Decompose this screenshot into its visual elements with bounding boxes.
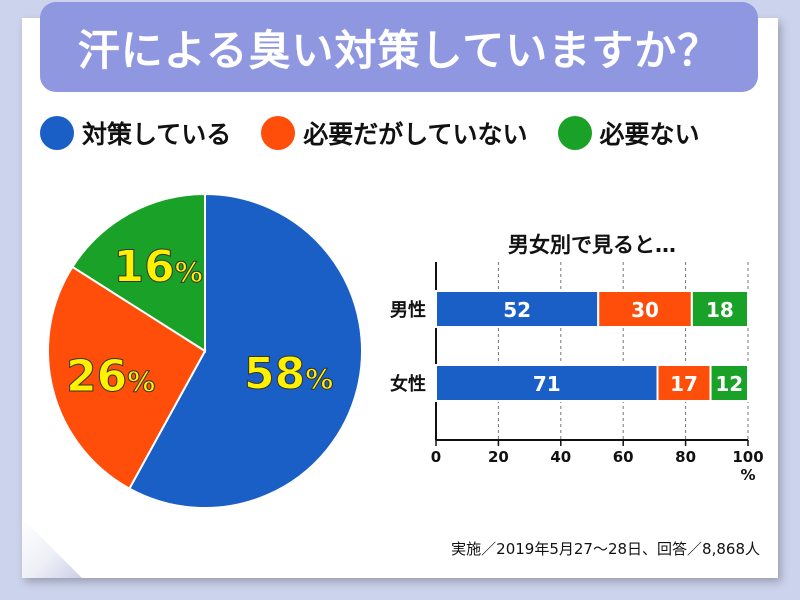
x-axis-unit: % (740, 466, 755, 484)
category-label: 女性 (390, 373, 426, 395)
bar-segment (435, 364, 659, 402)
legend-item-taisaku: 対策している (40, 115, 231, 151)
x-tick-label: 0 (431, 448, 441, 466)
legend-swatch (557, 116, 592, 150)
bar-value-label: 17 (670, 372, 698, 396)
legend-item-hitsuyo-shiteinai: 必要だがしていない (261, 115, 528, 151)
pie-slice-label: 58% (244, 348, 333, 399)
bar-value-label: 30 (631, 298, 659, 322)
pie-slice (47, 265, 207, 490)
legend-item-hitsuyo-nai: 必要ない (557, 115, 700, 151)
x-tick-label: 100 (732, 448, 763, 466)
x-tick-label: 40 (550, 448, 571, 466)
bar-segment (690, 290, 750, 328)
survey-footnote: 実施／2019年5月27～28日、回答／8,868人 (451, 540, 760, 558)
pie-slice (128, 192, 363, 509)
bar-chart-title: 男女別で見ると… (508, 233, 676, 257)
legend-label: 必要だがしていない (303, 120, 528, 149)
pie-slice-label: 16% (113, 242, 202, 293)
pie-slice (71, 192, 206, 353)
legend-swatch (261, 116, 296, 150)
bar-segment (709, 364, 749, 402)
bar-value-label: 71 (533, 372, 561, 396)
bar-value-label: 12 (715, 372, 743, 396)
legend-label: 必要ない (599, 120, 700, 149)
category-label: 男性 (390, 299, 426, 321)
bar-value-label: 52 (503, 298, 531, 322)
x-tick-label: 20 (488, 448, 509, 466)
bar-value-label: 18 (706, 298, 734, 322)
x-tick-label: 80 (675, 448, 696, 466)
title-banner: 汗による臭い対策していますか？ (40, 2, 758, 92)
legend-label: 対策している (82, 120, 232, 149)
x-tick-label: 60 (613, 448, 634, 466)
pie-slice-label: 26% (66, 351, 155, 402)
page-title: 汗による臭い対策していますか？ (77, 25, 721, 75)
legend: 対策している 必要だがしていない 必要ない (40, 115, 760, 151)
bar-segment (597, 290, 693, 328)
legend-swatch (40, 116, 74, 150)
